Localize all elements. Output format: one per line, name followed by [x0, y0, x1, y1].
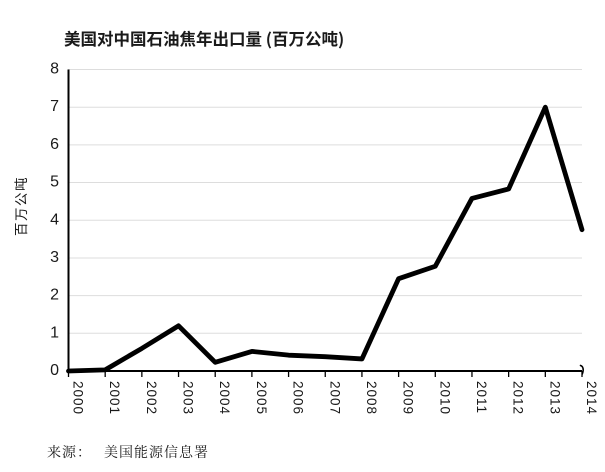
- svg-text:2001: 2001: [107, 381, 122, 415]
- svg-text:2005: 2005: [254, 381, 269, 415]
- svg-text:2004: 2004: [217, 381, 232, 415]
- svg-text:2012: 2012: [511, 381, 526, 415]
- svg-text:2013: 2013: [547, 381, 562, 415]
- svg-text:2000: 2000: [71, 381, 86, 415]
- svg-text:2011: 2011: [474, 381, 489, 414]
- svg-text:7: 7: [50, 98, 59, 115]
- svg-text:2003: 2003: [181, 381, 196, 415]
- svg-text:2: 2: [50, 287, 59, 304]
- svg-text:1: 1: [50, 324, 59, 341]
- svg-text:3: 3: [50, 249, 59, 266]
- svg-text:2008: 2008: [364, 381, 379, 415]
- svg-text:2002: 2002: [144, 381, 159, 415]
- svg-text:6: 6: [50, 136, 59, 153]
- svg-text:2010: 2010: [437, 381, 452, 415]
- svg-text:2014: 2014: [584, 381, 599, 415]
- svg-text:4: 4: [50, 211, 59, 228]
- svg-text:2006: 2006: [291, 381, 306, 415]
- svg-text:2009: 2009: [401, 381, 416, 415]
- svg-text:5: 5: [50, 174, 59, 191]
- svg-text:0: 0: [50, 362, 59, 379]
- svg-text:2007: 2007: [327, 381, 342, 415]
- svg-text:8: 8: [50, 61, 59, 78]
